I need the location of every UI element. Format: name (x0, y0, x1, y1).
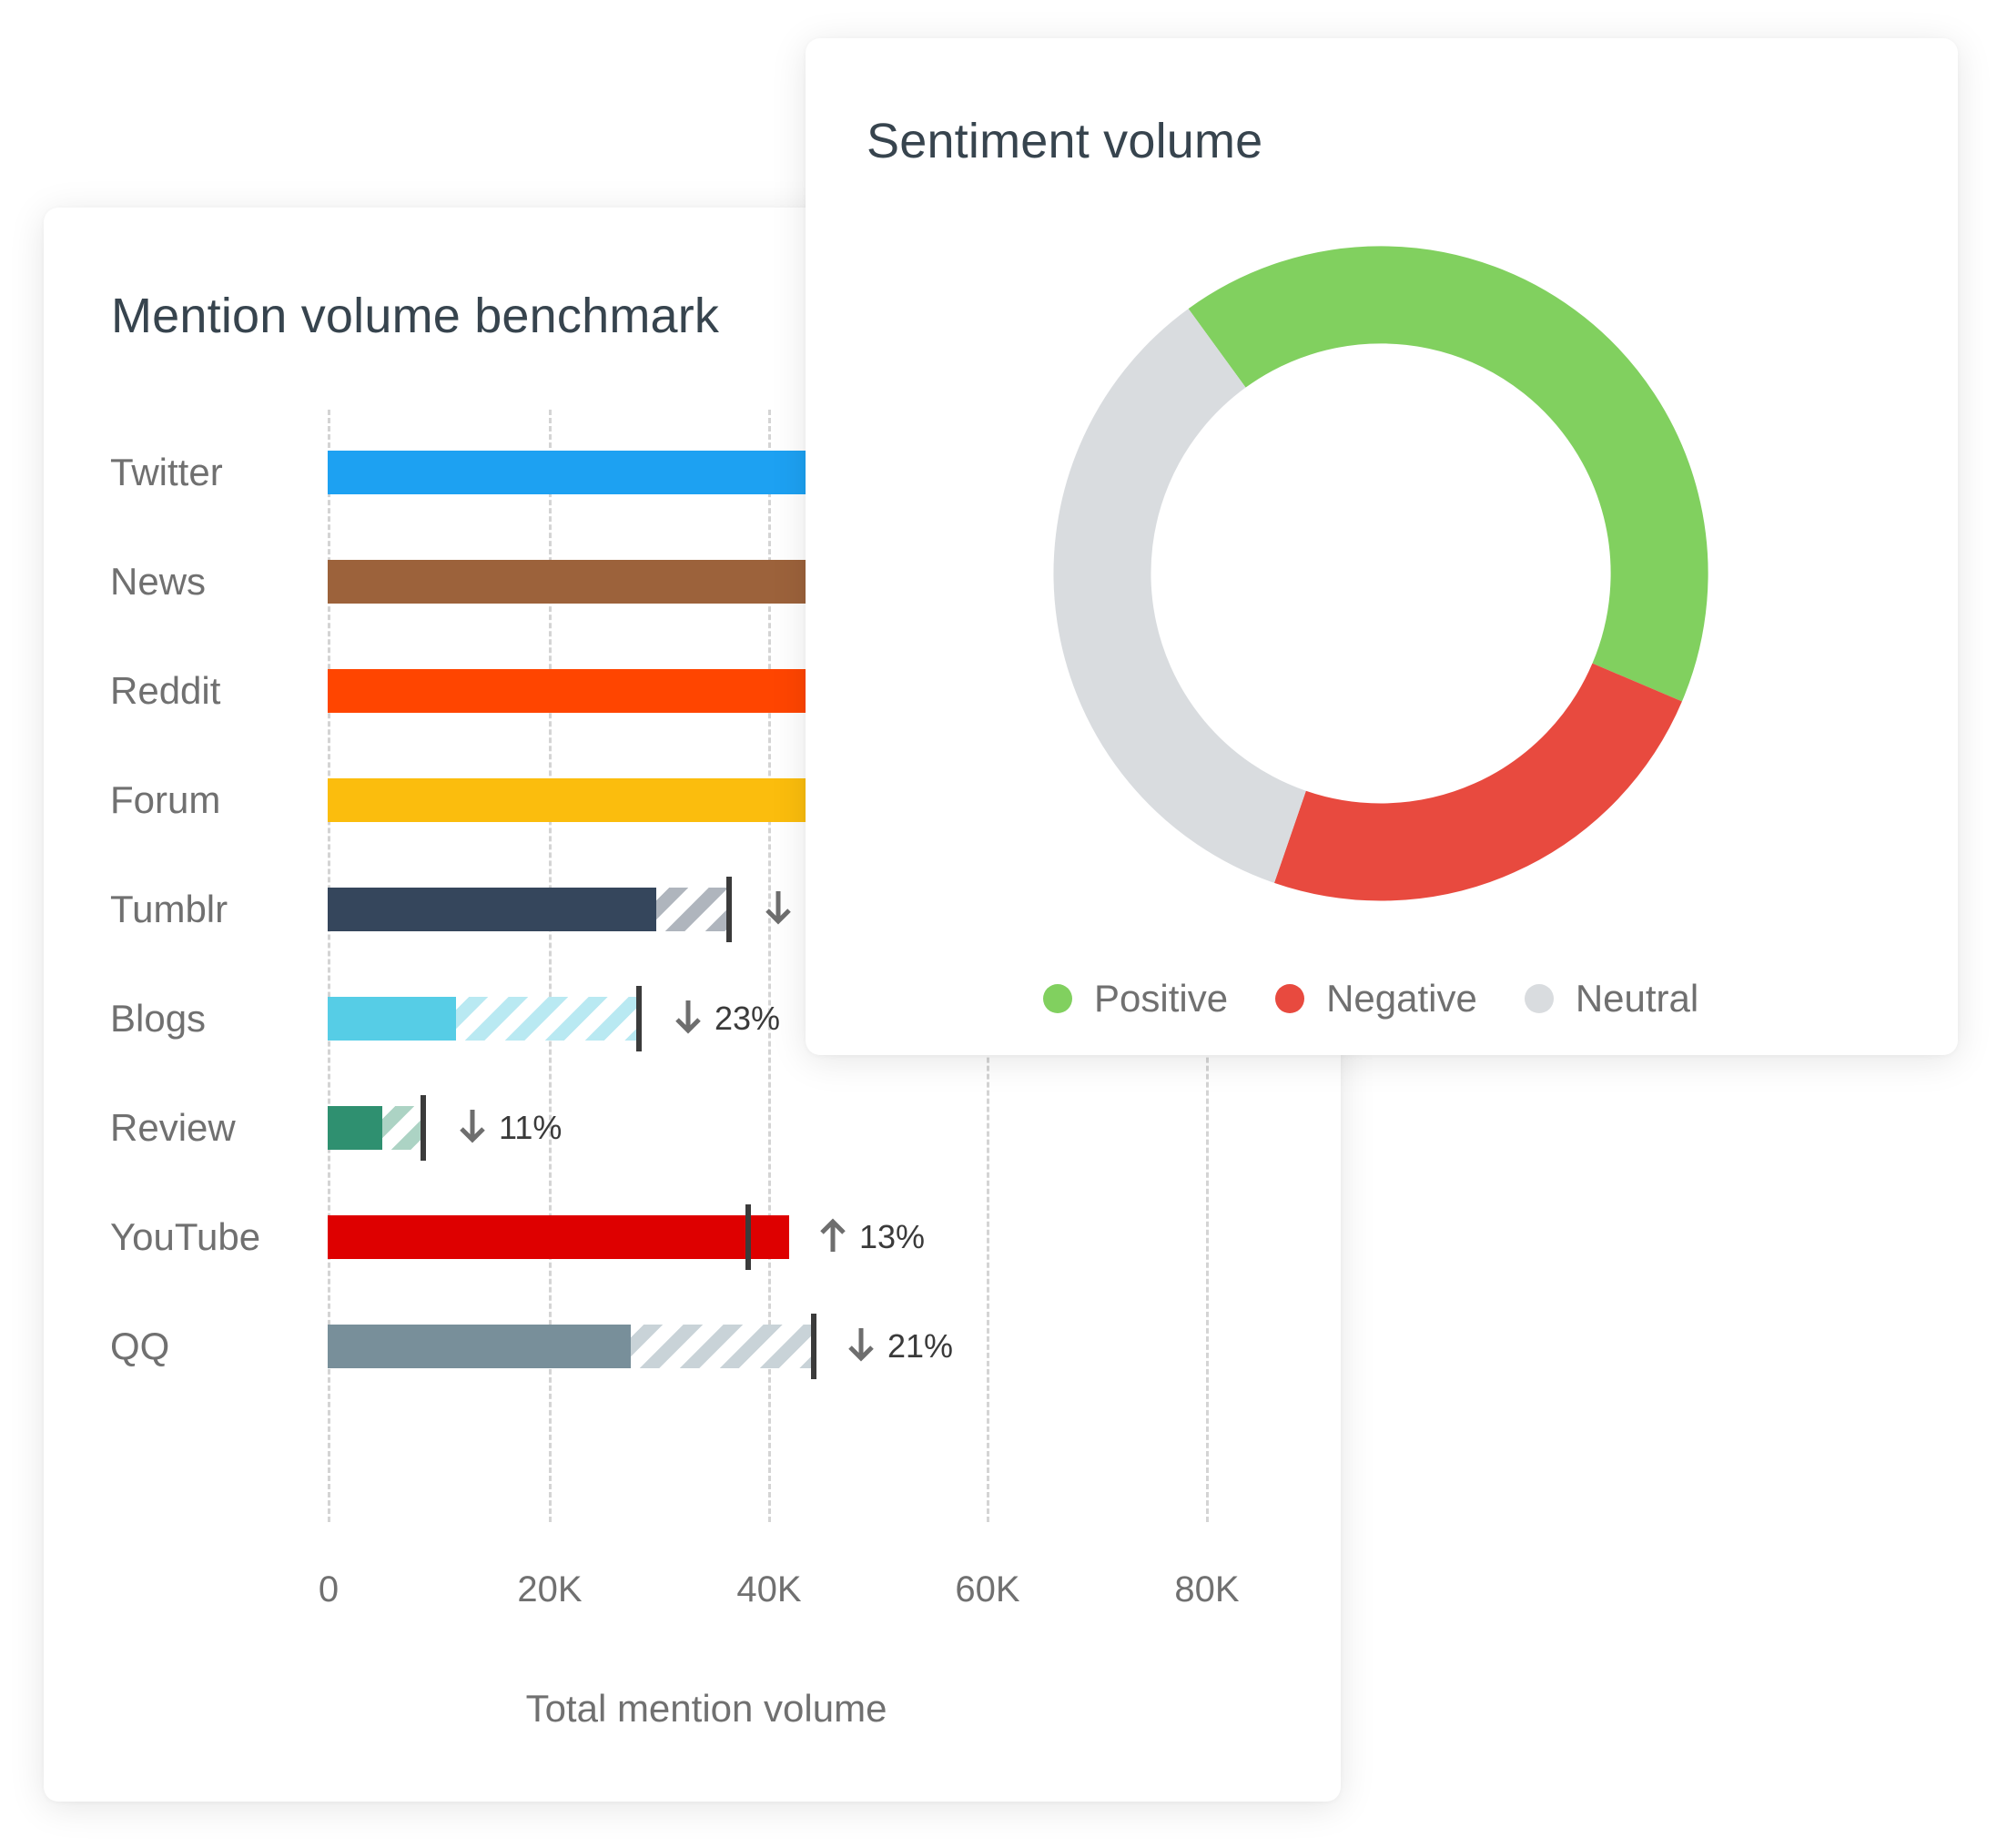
bar-qq-benchmark-gap (631, 1325, 814, 1368)
row-label-youtube: YouTube (110, 1215, 261, 1258)
legend-label-negative: Negative (1326, 977, 1477, 1020)
bar-blogs-benchmark-gap (456, 997, 639, 1041)
benchmark-marker-qq (811, 1314, 816, 1379)
benchmark-marker-youtube (745, 1204, 751, 1270)
donut-segment-neutral[interactable] (1053, 309, 1307, 883)
arrow-down-icon (765, 891, 791, 925)
arrow-up-icon (820, 1218, 846, 1252)
benchmark-marker-blogs (636, 986, 642, 1051)
bar-qq[interactable] (328, 1325, 631, 1368)
bar-forum[interactable] (328, 778, 819, 822)
change-review: 11% (457, 1106, 562, 1150)
benchmark-marker-tumblr (726, 877, 732, 942)
gridline-20k (549, 410, 552, 1522)
legend-label-positive: Positive (1094, 977, 1229, 1020)
bar-tumblr-benchmark-gap (656, 888, 729, 931)
bar-youtube[interactable] (328, 1215, 789, 1259)
legend-item-positive[interactable]: Positive (1043, 977, 1228, 1020)
change-value-review: 11% (499, 1109, 563, 1146)
positive-dot-icon (1043, 984, 1072, 1013)
gridline-0 (328, 410, 330, 1522)
change-tumblr (763, 888, 805, 931)
change-qq: 21% (846, 1325, 953, 1368)
change-value-qq: 21% (887, 1327, 954, 1365)
x-axis-title: Total mention volume (525, 1687, 887, 1730)
donut-segment-positive[interactable] (1188, 246, 1708, 702)
sentiment-legend: Positive Negative Neutral (1043, 976, 1746, 1021)
row-label-qq: QQ (110, 1325, 170, 1367)
bar-tumblr[interactable] (328, 888, 656, 931)
x-tick-40k: 40K (736, 1569, 802, 1609)
row-label-review: Review (110, 1106, 236, 1149)
benchmark-title: Mention volume benchmark (111, 289, 720, 343)
x-tick-60k: 60K (955, 1569, 1020, 1609)
legend-item-neutral[interactable]: Neutral (1524, 977, 1699, 1020)
arrow-down-icon (675, 1000, 701, 1034)
x-tick-20k: 20K (517, 1569, 583, 1609)
bar-review[interactable] (328, 1106, 382, 1150)
legend-item-negative[interactable]: Negative (1275, 977, 1477, 1020)
x-tick-0: 0 (318, 1569, 340, 1609)
neutral-dot-icon (1524, 984, 1554, 1013)
arrow-down-icon (460, 1110, 485, 1143)
sentiment-donut-chart (1053, 246, 1708, 901)
negative-dot-icon (1275, 984, 1305, 1013)
change-blogs: 23% (673, 997, 780, 1041)
row-label-forum: Forum (110, 778, 221, 821)
legend-label-neutral: Neutral (1575, 977, 1699, 1020)
benchmark-marker-review (421, 1095, 426, 1161)
sentiment-title: Sentiment volume (867, 114, 1263, 168)
change-youtube: 13% (817, 1215, 925, 1259)
bar-blogs[interactable] (328, 997, 456, 1041)
arrow-down-icon (848, 1328, 874, 1362)
row-label-news: News (110, 560, 207, 603)
row-label-reddit: Reddit (110, 669, 221, 712)
bar-twitter[interactable] (328, 451, 819, 494)
gridline-40k (768, 410, 771, 1522)
bar-news[interactable] (328, 560, 819, 604)
bar-review-benchmark-gap (382, 1106, 423, 1150)
row-label-twitter: Twitter (110, 451, 223, 493)
change-value-youtube: 13% (859, 1218, 926, 1255)
change-value-blogs: 23% (715, 1000, 781, 1037)
bar-reddit[interactable] (328, 669, 819, 713)
row-label-blogs: Blogs (110, 997, 207, 1040)
x-tick-80k: 80K (1174, 1569, 1240, 1609)
donut-segment-negative[interactable] (1274, 662, 1682, 901)
row-label-tumblr: Tumblr (110, 888, 228, 930)
